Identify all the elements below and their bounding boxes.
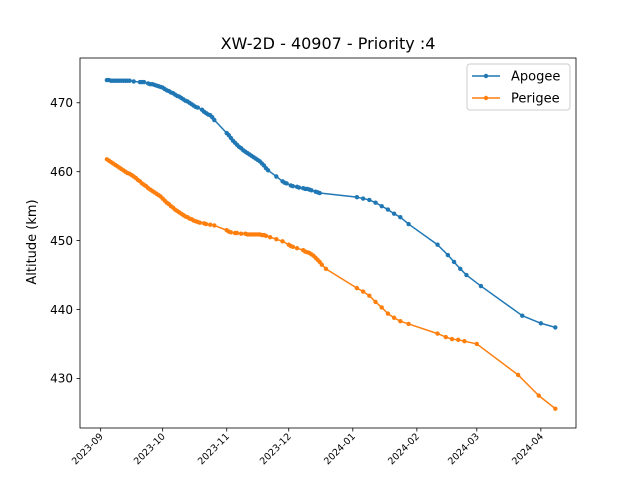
perigee-point — [398, 319, 403, 324]
perigee-point — [443, 334, 448, 340]
apogee-point — [360, 196, 366, 201]
apogee-point — [274, 174, 279, 179]
perigee-point — [435, 331, 440, 336]
legend-apogee-marker — [483, 73, 489, 79]
legend-perigee-marker — [483, 95, 489, 101]
apogee-point — [391, 211, 397, 216]
perigee-point — [203, 221, 209, 227]
legend-apogee-label: Apogee — [511, 70, 560, 85]
perigee-series — [104, 157, 558, 411]
apogee-point — [284, 181, 289, 186]
perigee-point — [263, 233, 269, 238]
apogee-point — [290, 183, 296, 189]
apogee-point — [309, 188, 314, 193]
y-tick-label: 430 — [50, 372, 73, 386]
apogee-point — [195, 105, 200, 110]
apogee-point — [265, 168, 271, 173]
perigee-point — [391, 315, 397, 320]
y-tick-label: 450 — [50, 234, 73, 248]
y-tick-label: 460 — [50, 165, 73, 179]
y-tick-label: 470 — [50, 96, 73, 110]
perigee-point — [294, 245, 300, 251]
perigee-point — [449, 336, 455, 342]
perigee-point — [274, 237, 279, 242]
perigee-point — [290, 244, 296, 249]
apogee-series — [104, 77, 558, 330]
perigee-point — [212, 223, 217, 228]
perigee-point — [536, 393, 541, 398]
apogee-point — [127, 78, 132, 83]
apogee-point — [478, 283, 484, 289]
perigee-point — [208, 222, 213, 227]
y-axis-label: Altitude (km) — [25, 199, 40, 284]
apogee-point — [373, 200, 378, 205]
perigee-point — [406, 321, 411, 327]
apogee-point — [538, 321, 544, 326]
perigee-point — [323, 266, 329, 272]
perigee-point — [456, 337, 461, 343]
axes-frame — [79, 57, 577, 429]
apogee-point — [296, 185, 302, 190]
apogee-point — [212, 117, 217, 123]
apogee-point — [367, 197, 372, 203]
perigee-point — [553, 406, 558, 411]
perigee-point — [474, 341, 479, 347]
perigee-point — [462, 338, 467, 344]
apogee-point — [553, 325, 558, 330]
perigee-point — [239, 231, 244, 236]
perigee-point — [367, 293, 372, 298]
perigee-point — [354, 285, 360, 291]
legend-perigee-label: Perigee — [511, 92, 560, 107]
apogee-point — [520, 313, 525, 318]
perigee-point — [228, 230, 234, 235]
apogee-point — [445, 252, 451, 258]
perigee-point — [360, 289, 366, 294]
legend: Apogee Perigee — [466, 63, 571, 111]
perigee-point — [515, 372, 521, 378]
perigee-point — [373, 299, 378, 305]
apogee-point — [464, 272, 469, 278]
apogee-point — [435, 242, 440, 247]
apogee-point — [131, 79, 136, 84]
perigee-point — [379, 305, 384, 310]
apogee-point — [458, 266, 463, 272]
perigee-point — [234, 230, 240, 236]
plot-area — [79, 57, 577, 429]
perigee-point — [385, 311, 391, 316]
perigee-point — [280, 239, 285, 244]
apogee-point — [317, 190, 322, 196]
apogee-point — [385, 207, 391, 212]
apogee-point — [398, 214, 403, 220]
apogee-point — [406, 221, 411, 227]
perigee-point — [319, 262, 324, 267]
y-tick-label: 440 — [50, 303, 73, 317]
apogee-point — [451, 259, 457, 265]
apogee-point — [354, 194, 360, 200]
apogee-point — [141, 79, 147, 85]
perigee-point — [197, 220, 203, 225]
apogee-point — [379, 203, 384, 209]
perigee-point — [267, 234, 273, 240]
chart-title: XW-2D - 40907 - Priority :4 — [221, 34, 436, 53]
series-layer — [104, 77, 558, 411]
